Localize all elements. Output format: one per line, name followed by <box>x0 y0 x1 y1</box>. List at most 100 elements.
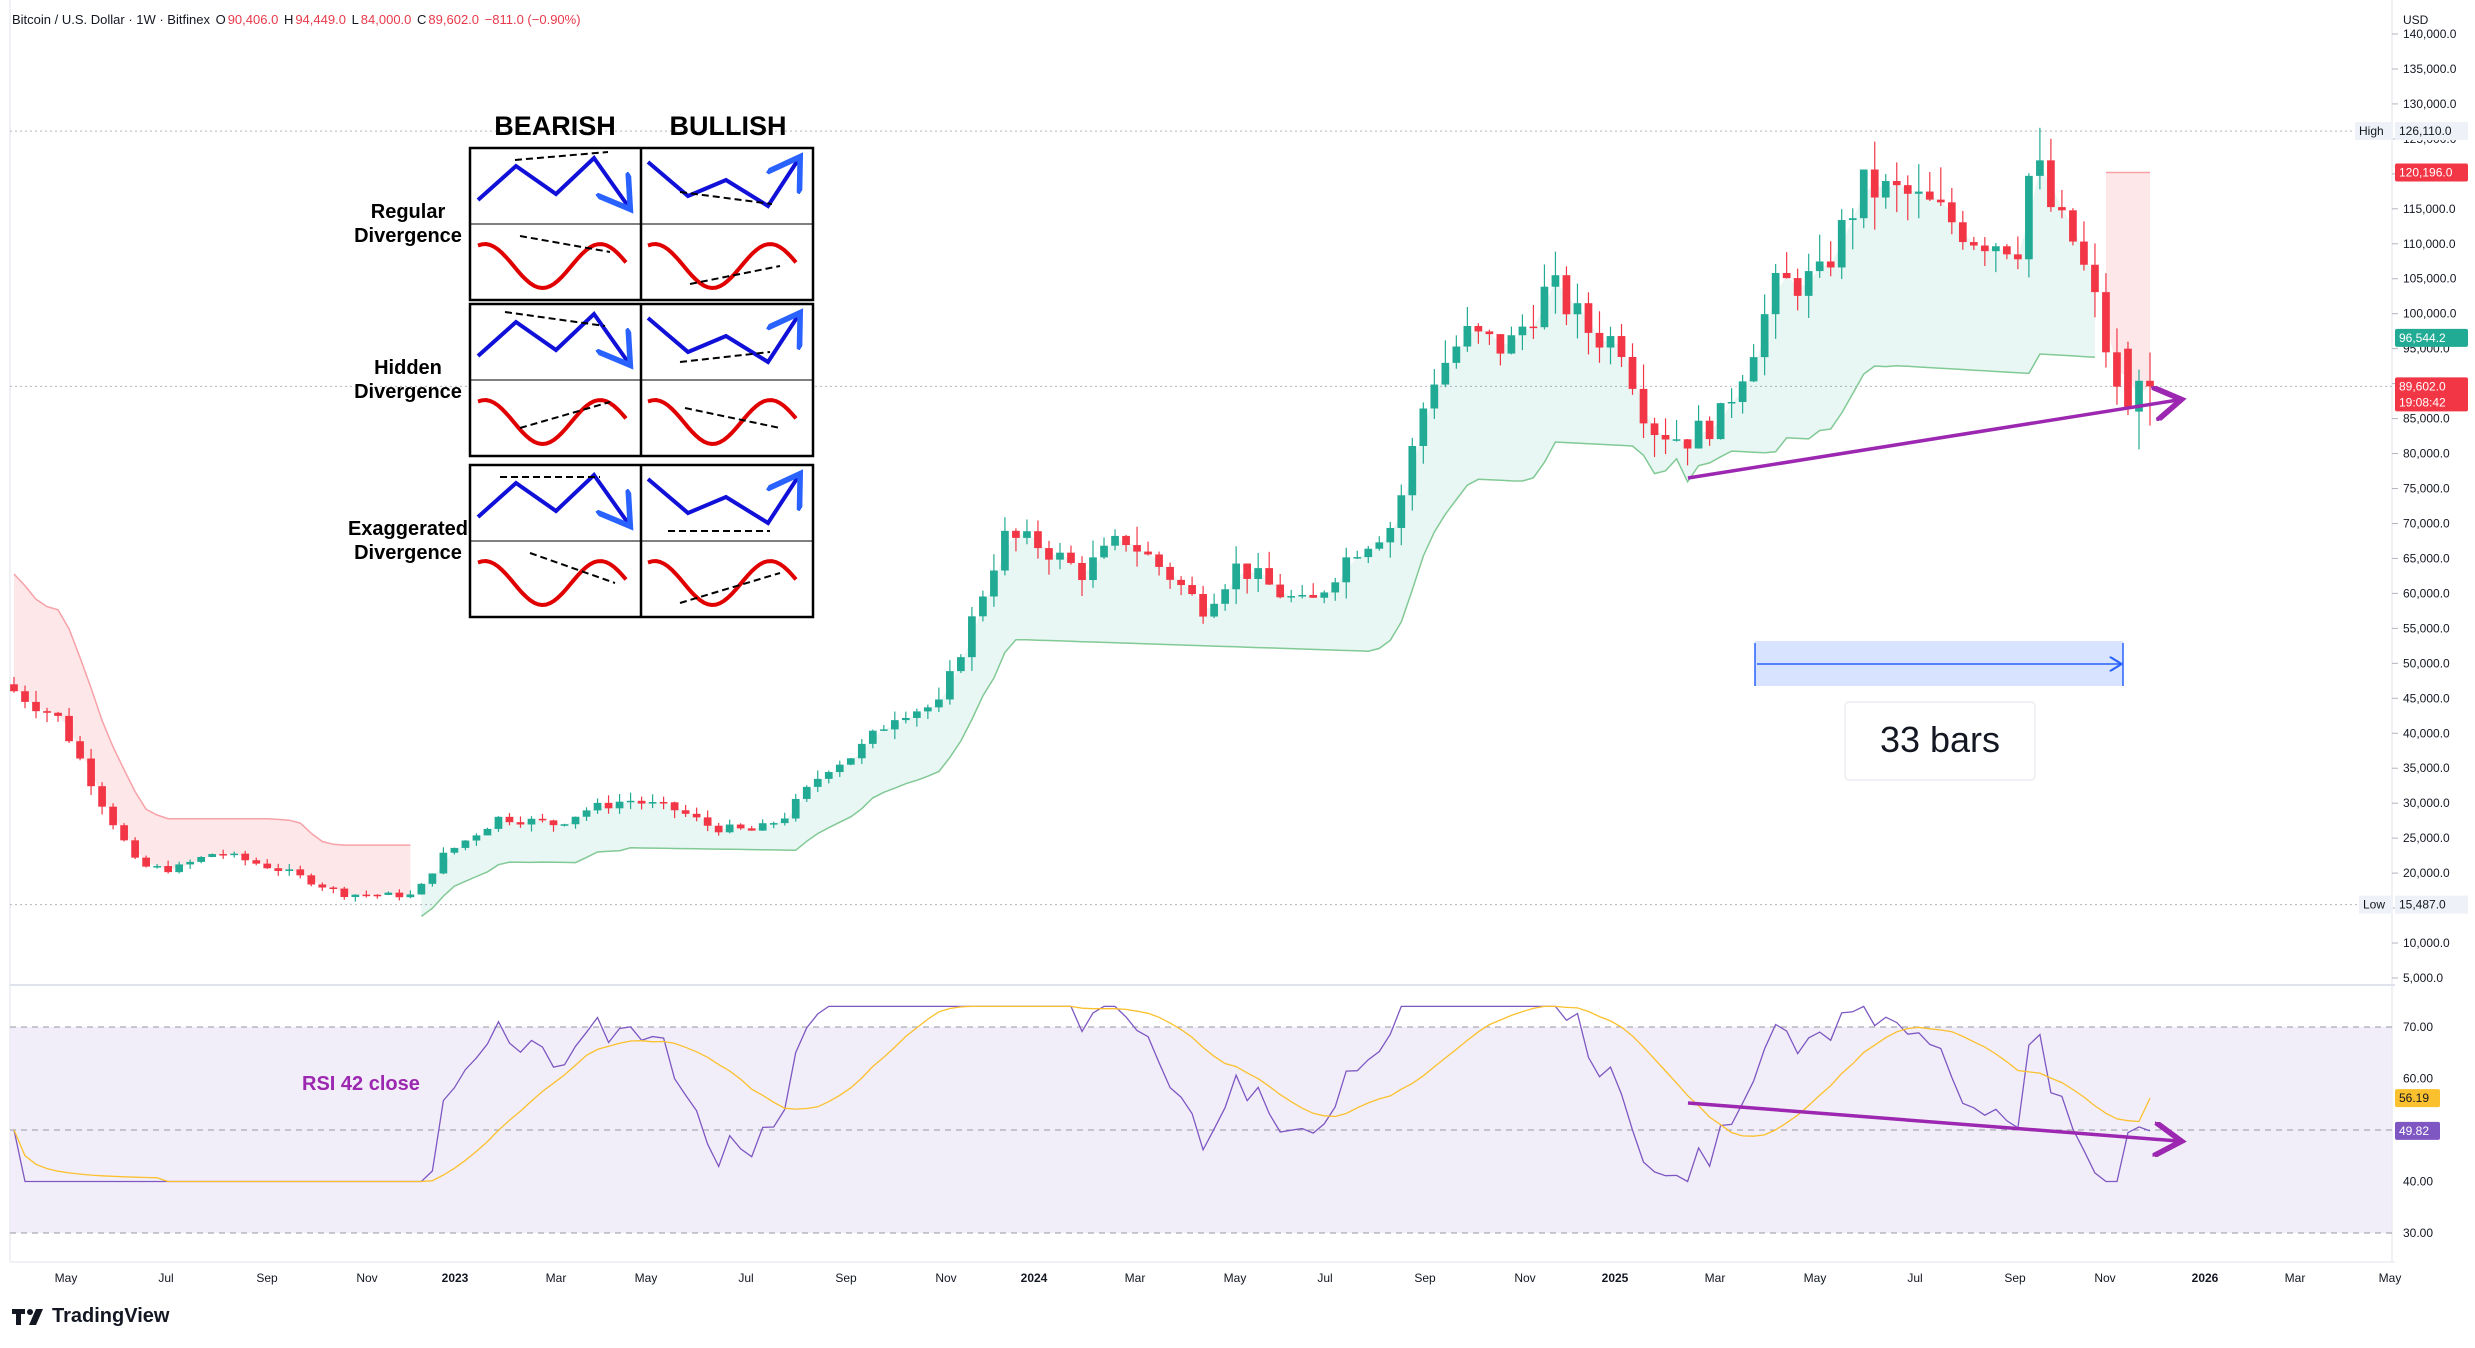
candle[interactable] <box>626 792 635 810</box>
candle[interactable] <box>1683 439 1692 466</box>
candle[interactable] <box>1859 169 1868 229</box>
candle[interactable] <box>912 708 921 727</box>
candle[interactable] <box>65 707 73 743</box>
candle[interactable] <box>2146 352 2154 426</box>
candle[interactable] <box>1254 553 1263 592</box>
candle[interactable] <box>296 865 305 879</box>
candle[interactable] <box>1441 340 1450 388</box>
candle[interactable] <box>1595 311 1604 363</box>
candle[interactable] <box>659 796 668 810</box>
candle[interactable] <box>1309 583 1318 598</box>
divergence-table[interactable]: BEARISH BULLISHRegularDivergenceHiddenDiv… <box>348 111 815 619</box>
candle[interactable] <box>968 606 976 671</box>
candle[interactable] <box>703 810 712 832</box>
candle[interactable] <box>1804 253 1813 318</box>
candle[interactable] <box>1749 344 1758 383</box>
candle[interactable] <box>946 660 954 705</box>
candle[interactable] <box>725 819 734 834</box>
candle[interactable] <box>571 816 580 829</box>
candle[interactable] <box>890 711 899 740</box>
candle[interactable] <box>241 850 250 866</box>
candle[interactable] <box>2080 221 2088 271</box>
candle[interactable] <box>1265 551 1274 585</box>
candle[interactable] <box>1969 236 1978 251</box>
candle[interactable] <box>274 863 283 876</box>
candle[interactable] <box>1056 542 1064 570</box>
candle[interactable] <box>1408 437 1417 511</box>
candle[interactable] <box>439 847 448 875</box>
candle[interactable] <box>1573 283 1582 339</box>
candle[interactable] <box>494 816 503 832</box>
candle[interactable] <box>857 738 866 764</box>
candle[interactable] <box>1903 175 1912 221</box>
red-level-tag[interactable]: 120,196.0 <box>2395 163 2468 182</box>
candle[interactable] <box>1892 162 1901 213</box>
candle[interactable] <box>1837 209 1846 280</box>
candle[interactable] <box>1815 234 1824 278</box>
candle[interactable] <box>87 748 95 795</box>
candle[interactable] <box>582 807 591 821</box>
candle[interactable] <box>285 864 294 876</box>
candle[interactable] <box>648 794 657 809</box>
candle[interactable] <box>1474 323 1483 344</box>
candle[interactable] <box>417 882 426 895</box>
candle[interactable] <box>516 816 525 828</box>
candle[interactable] <box>76 735 84 761</box>
candle[interactable] <box>560 823 569 827</box>
candle[interactable] <box>1276 574 1285 599</box>
candle[interactable] <box>714 822 723 836</box>
candle[interactable] <box>2058 189 2066 219</box>
candle[interactable] <box>252 857 261 866</box>
candle[interactable] <box>428 873 437 887</box>
candle[interactable] <box>1925 172 1934 202</box>
candle[interactable] <box>1661 418 1670 455</box>
candle[interactable] <box>1782 252 1791 279</box>
candle[interactable] <box>219 849 228 859</box>
candle[interactable] <box>1639 364 1648 439</box>
candle[interactable] <box>1452 335 1461 369</box>
candle[interactable] <box>935 687 943 713</box>
candle[interactable] <box>1628 343 1637 395</box>
candle[interactable] <box>395 889 404 901</box>
candle[interactable] <box>1144 541 1152 556</box>
candle[interactable] <box>637 796 646 810</box>
candle[interactable] <box>758 819 767 831</box>
candle[interactable] <box>1067 545 1075 565</box>
candle[interactable] <box>538 813 547 823</box>
candle[interactable] <box>1716 402 1725 440</box>
candle[interactable] <box>1386 521 1395 558</box>
candle[interactable] <box>1562 266 1571 326</box>
candle[interactable] <box>1694 405 1703 449</box>
candle[interactable] <box>879 724 888 732</box>
candle[interactable] <box>307 873 316 887</box>
candle[interactable] <box>1760 294 1769 376</box>
candle[interactable] <box>208 853 217 858</box>
candle[interactable] <box>1870 141 1879 230</box>
candle[interactable] <box>1001 517 1009 576</box>
candle[interactable] <box>791 793 800 822</box>
candle[interactable] <box>527 816 536 832</box>
candle[interactable] <box>1826 241 1835 277</box>
candle[interactable] <box>406 890 415 899</box>
candle[interactable] <box>1034 520 1042 559</box>
candle[interactable] <box>604 795 613 814</box>
candle[interactable] <box>1793 268 1802 311</box>
candle[interactable] <box>1397 484 1406 546</box>
candle[interactable] <box>1617 323 1626 367</box>
candle[interactable] <box>2036 127 2044 190</box>
candle[interactable] <box>43 707 51 723</box>
candle[interactable] <box>1166 562 1174 589</box>
candle[interactable] <box>1122 534 1130 552</box>
candle[interactable] <box>1518 314 1527 351</box>
candle[interactable] <box>373 894 382 899</box>
candle[interactable] <box>1551 251 1560 314</box>
candle[interactable] <box>2124 341 2132 416</box>
candle[interactable] <box>32 690 40 719</box>
candle[interactable] <box>1496 334 1505 366</box>
candle[interactable] <box>1045 540 1053 575</box>
candle[interactable] <box>1771 264 1780 339</box>
candle[interactable] <box>1419 402 1428 464</box>
candle[interactable] <box>1155 551 1163 576</box>
candle[interactable] <box>1111 529 1119 551</box>
